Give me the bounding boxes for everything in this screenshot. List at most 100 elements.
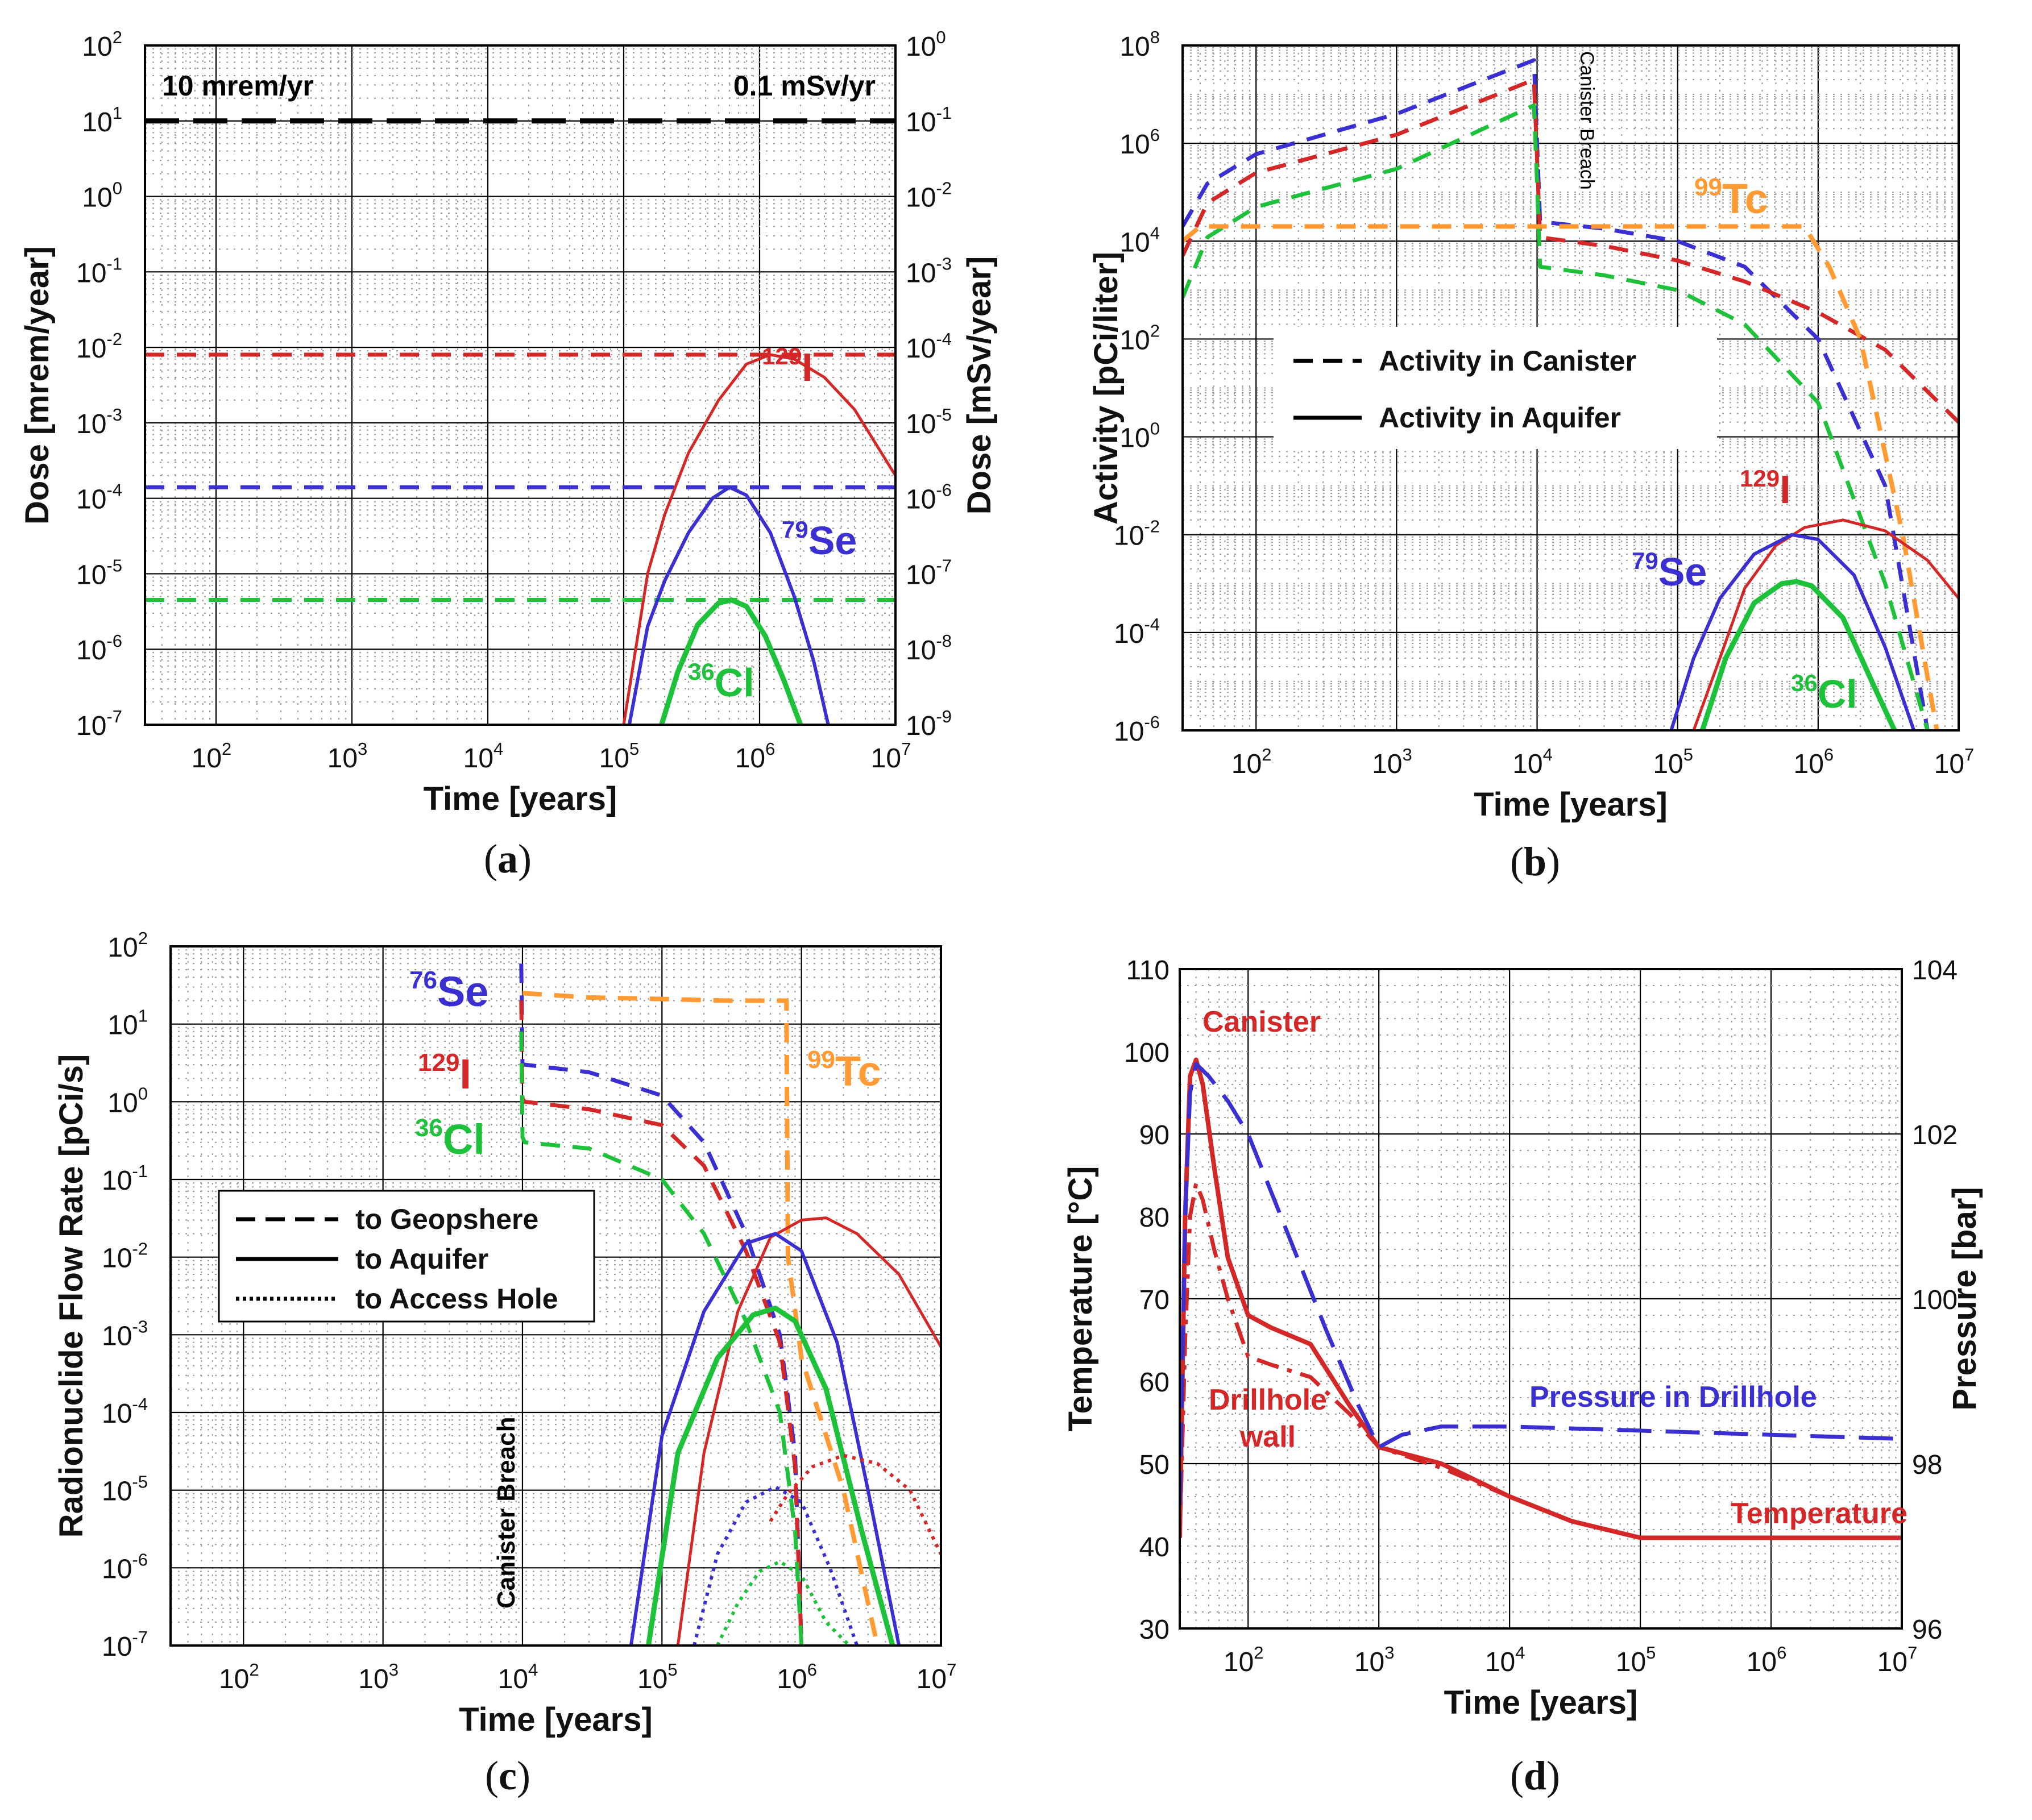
y-tick-label: 101: [107, 1006, 148, 1041]
y-tick-label: 10-4: [102, 1394, 148, 1429]
series-c-4: [676, 1216, 941, 1646]
y-tick-label: 10-5: [102, 1472, 148, 1507]
isotope-label-se76: 76Se: [409, 966, 488, 1015]
x-tick-label: 102: [219, 1660, 259, 1694]
wall-label: wall: [1239, 1420, 1296, 1453]
x-tick-label: 106: [735, 739, 776, 774]
x-tick-label: 104: [1485, 1643, 1525, 1677]
series-c-5: [629, 1232, 901, 1646]
x-tick-label: 103: [358, 1660, 399, 1694]
y-right-tick-label: 104: [1912, 955, 1958, 986]
x-tick-label: 106: [1794, 745, 1834, 779]
y-tick-label: 10-2: [1114, 517, 1160, 551]
plot-frame: [1181, 44, 1960, 732]
isotope-label-tc99: 99Tc: [807, 1046, 881, 1095]
y-tick-label: 10-6: [102, 1549, 148, 1584]
y-tick-label: 10-6: [76, 631, 122, 666]
legend-label: Activity in Aquifer: [1379, 402, 1621, 434]
x-tick-label: 102: [192, 739, 232, 774]
y-right-tick-label: 10-4: [906, 329, 952, 364]
y-right-tick-label: 100: [1912, 1285, 1958, 1315]
grid: [1179, 969, 1902, 1629]
legend-label: to Access Hole: [355, 1283, 558, 1315]
legend-label: to Geopshere: [355, 1203, 538, 1235]
annotations: Canister Breach 99Tc 129I 79Se 36Cl: [1576, 51, 1857, 716]
y-right-tick-label: 102: [1912, 1120, 1958, 1150]
isotope-label-cl36: 36Cl: [1791, 670, 1857, 716]
legend-box: [1274, 327, 1717, 449]
temperature-label: Temperature: [1731, 1497, 1907, 1530]
panel-caption: (a): [484, 836, 532, 882]
legend-box: [218, 1190, 595, 1323]
x-tick-label: 104: [463, 739, 504, 774]
y-tick-label: 30: [1139, 1615, 1170, 1645]
y-axis-label: Dose [mrem/year]: [19, 246, 56, 525]
x-tick-label: 107: [917, 1660, 957, 1694]
x-tick-label: 105: [1616, 1643, 1656, 1677]
plot-frame: [144, 44, 897, 726]
y-tick-label: 10-7: [102, 1627, 148, 1662]
x-axis-label: Time [years]: [1474, 786, 1668, 823]
x-tick-label: 106: [777, 1660, 817, 1694]
y-tick-label: 100: [1124, 1038, 1170, 1068]
y-tick-label: 10-7: [76, 707, 122, 741]
grid: [144, 45, 895, 726]
y-right-tick-label: 10-2: [906, 178, 952, 213]
series-b-6: [1699, 579, 1897, 730]
x-tick-label: 102: [1224, 1643, 1264, 1677]
y-right-axis-label: Pressure [bar]: [1946, 1187, 1983, 1410]
annotations: Canister Drillhole wall Pressure in Drillho…: [1202, 1005, 1907, 1530]
series-b-2: [1183, 103, 1930, 730]
y-right-tick-label: 10-5: [906, 405, 952, 439]
y-tick-label: 10-2: [102, 1239, 148, 1274]
y-tick-label: 106: [1119, 125, 1160, 160]
series-group: [519, 963, 941, 1646]
series-b-4: [1692, 518, 1959, 730]
legend: to Geopshere to Aquifer to Access Hole: [218, 1190, 595, 1323]
series-d-2: [1180, 1062, 1902, 1505]
y-tick-label: 10-2: [76, 329, 122, 364]
panel-b: 102 103 104 105 106 107 10-6 10-4 10-2 100 102 104 1…: [1088, 27, 1974, 884]
isotope-label-i129: 129I: [1740, 465, 1791, 512]
y-tick-label: 100: [82, 178, 122, 213]
y-tick-label: 90: [1139, 1120, 1170, 1150]
plot-frame: [169, 945, 942, 1647]
series-b-5: [1669, 533, 1916, 730]
x-tick-label: 103: [1372, 745, 1412, 779]
series-a-6: [659, 597, 803, 725]
series-c-3: [519, 1031, 804, 1646]
y-tick-label: 80: [1139, 1203, 1170, 1233]
y-tick-label: 108: [1119, 27, 1160, 62]
limit-label-msv: 0.1 mSv/yr: [733, 70, 876, 102]
panel-caption: (d): [1510, 1753, 1560, 1798]
y-right-tick-label: 96: [1912, 1615, 1942, 1645]
legend: Activity in Canister Activity in Aquifer: [1274, 327, 1717, 449]
x-tick-label: 107: [1877, 1643, 1918, 1677]
x-tick-label: 105: [637, 1660, 678, 1694]
series-group: [1180, 1057, 1902, 1540]
y-tick-label: 70: [1139, 1285, 1170, 1315]
y-tick-label: 10-4: [76, 480, 122, 515]
y-tick-label: 10-5: [76, 555, 122, 590]
isotope-label-se79: 79Se: [1632, 547, 1707, 594]
series-c-6: [646, 1306, 895, 1646]
panel-d: 102 103 104 105 106 107 30 40 50 60 70 80 90 100 110 96…: [1062, 955, 1983, 1798]
legend-label: Activity in Canister: [1379, 345, 1636, 377]
x-tick-label: 105: [599, 739, 640, 774]
y-tick-label: 10-6: [1114, 712, 1160, 747]
y-tick-label: 102: [107, 928, 148, 963]
x-tick-label: 102: [1231, 745, 1272, 779]
panel-caption: (b): [1510, 839, 1560, 884]
y-tick-label: 10-1: [102, 1161, 148, 1196]
y-tick-label: 60: [1139, 1368, 1170, 1398]
y-tick-label: 10-4: [1114, 614, 1160, 649]
y-right-tick-label: 10-8: [906, 631, 952, 666]
y-tick-label: 10-3: [102, 1316, 148, 1351]
legend-label: to Aquifer: [355, 1243, 488, 1275]
y-axis-label: Radionuclide Flow Rate [pCi/s]: [53, 1054, 90, 1538]
x-tick-label: 104: [498, 1660, 538, 1694]
canister-breach-label: Canister Breach: [492, 1417, 520, 1609]
y-right-tick-label: 10-3: [906, 254, 952, 288]
y-tick-label: 102: [82, 27, 122, 62]
